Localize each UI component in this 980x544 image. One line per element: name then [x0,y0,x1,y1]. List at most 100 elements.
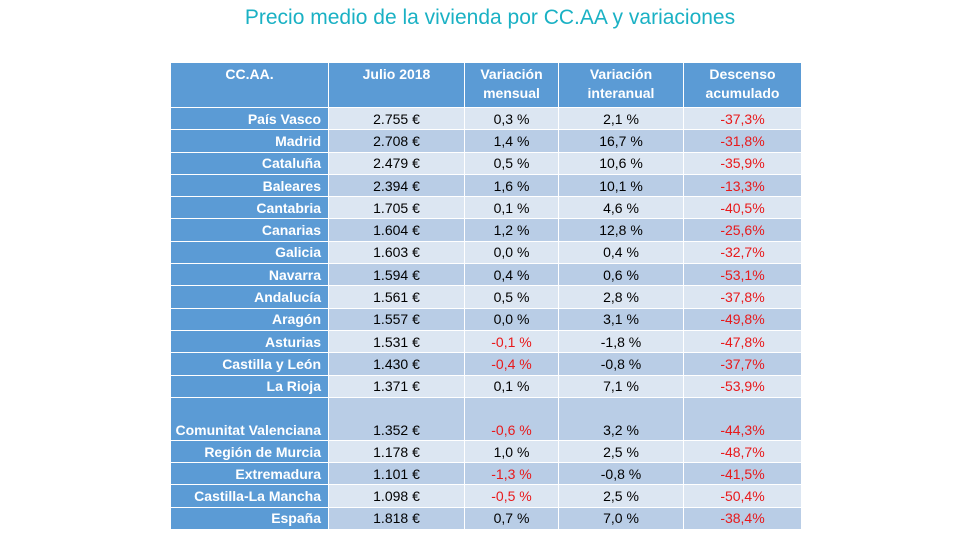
annual-variation-cell: 3,2 % [558,396,684,441]
price-cell: 1.603 € [328,240,465,265]
accumulated-drop-cell: -37,3% [683,106,802,131]
table-row: Galicia 1.603 € 0,0 % 0,4 % -32,7% [170,240,802,265]
monthly-variation-cell: 0,5 % [464,151,559,175]
accumulated-drop-cell: -31,8% [683,129,802,153]
header-ccaa: CC.AA. [170,62,329,108]
region-name: Baleares [170,173,329,198]
accumulated-drop-cell: -25,6% [683,218,802,242]
accumulated-drop-cell: -37,8% [683,285,802,309]
monthly-variation-cell: 0,0 % [464,240,559,265]
price-cell: 1.371 € [328,374,465,398]
region-name: Cataluña [170,151,329,175]
accumulated-drop-cell: -47,8% [683,329,802,354]
region-name: Aragón [170,307,329,331]
region-name: Andalucía [170,285,329,309]
monthly-variation-cell: 1,2 % [464,218,559,242]
housing-price-table: CC.AA. Julio 2018 Variación mensual Vari… [170,62,802,531]
annual-variation-cell: 12,8 % [558,218,684,242]
price-cell: 1.594 € [328,263,465,287]
table-row: Madrid 2.708 € 1,4 % 16,7 % -31,8% [170,129,802,153]
region-name: Castilla-La Mancha [170,484,329,508]
table-row: Canarias 1.604 € 1,2 % 12,8 % -25,6% [170,218,802,242]
table-row: Cantabria 1.705 € 0,1 % 4,6 % -40,5% [170,196,802,220]
monthly-variation-cell: 0,1 % [464,374,559,398]
price-cell: 1.430 € [328,352,465,376]
region-name: Extremadura [170,462,329,486]
table-row: La Rioja 1.371 € 0,1 % 7,1 % -53,9% [170,374,802,398]
annual-variation-cell: 10,6 % [558,151,684,175]
table-row: Castilla y León 1.430 € -0,4 % -0,8 % -3… [170,352,802,376]
region-name: Castilla y León [170,352,329,376]
monthly-variation-cell: -0,4 % [464,352,559,376]
region-name: Canarias [170,218,329,242]
price-cell: 1.705 € [328,196,465,220]
annual-variation-cell: 7,1 % [558,374,684,398]
table-row: Andalucía 1.561 € 0,5 % 2,8 % -37,8% [170,285,802,309]
accumulated-drop-cell: -35,9% [683,151,802,175]
table-row: País Vasco 2.755 € 0,3 % 2,1 % -37,3% [170,106,802,131]
table-header-row: CC.AA. Julio 2018 Variación mensual Vari… [170,62,802,108]
table-row: Cataluña 2.479 € 0,5 % 10,6 % -35,9% [170,151,802,175]
region-name: Cantabria [170,196,329,220]
table-row: Comunitat Valenciana 1.352 € -0,6 % 3,2 … [170,396,802,441]
region-name: Asturias [170,329,329,354]
accumulated-drop-cell: -53,1% [683,263,802,287]
region-name: Galicia [170,240,329,265]
price-cell: 1.557 € [328,307,465,331]
annual-variation-cell: 2,1 % [558,106,684,131]
monthly-variation-cell: 0,3 % [464,106,559,131]
price-cell: 2.394 € [328,173,465,198]
price-cell: 1.352 € [328,396,465,441]
annual-variation-cell: 2,5 % [558,439,684,464]
price-cell: 1.098 € [328,484,465,508]
annual-variation-cell: 10,1 % [558,173,684,198]
price-cell: 1.561 € [328,285,465,309]
annual-variation-cell: 0,6 % [558,263,684,287]
header-variacion-interanual: Variación interanual [558,62,684,108]
accumulated-drop-cell: -41,5% [683,462,802,486]
table-row-total: España 1.818 € 0,7 % 7,0 % -38,4% [170,506,802,531]
region-name: Navarra [170,263,329,287]
accumulated-drop-cell: -50,4% [683,484,802,508]
monthly-variation-cell: 0,1 % [464,196,559,220]
table-row: Castilla-La Mancha 1.098 € -0,5 % 2,5 % … [170,484,802,508]
annual-variation-cell: 16,7 % [558,129,684,153]
price-cell: 2.479 € [328,151,465,175]
page-title: Precio medio de la vivienda por CC.AA y … [244,6,736,29]
accumulated-drop-cell: -44,3% [683,396,802,441]
monthly-variation-cell: 1,6 % [464,173,559,198]
annual-variation-cell: 4,6 % [558,196,684,220]
annual-variation-cell: 7,0 % [558,506,684,531]
accumulated-drop-cell: -38,4% [683,506,802,531]
table-row: Extremadura 1.101 € -1,3 % -0,8 % -41,5% [170,462,802,486]
price-cell: 2.708 € [328,129,465,153]
monthly-variation-cell: 0,4 % [464,263,559,287]
monthly-variation-cell: -1,3 % [464,462,559,486]
monthly-variation-cell: 0,0 % [464,307,559,331]
accumulated-drop-cell: -40,5% [683,196,802,220]
region-name: País Vasco [170,106,329,131]
annual-variation-cell: 2,8 % [558,285,684,309]
accumulated-drop-cell: -48,7% [683,439,802,464]
monthly-variation-cell: -0,5 % [464,484,559,508]
header-descenso-acumulado: Descenso acumulado [683,62,802,108]
accumulated-drop-cell: -53,9% [683,374,802,398]
region-name: La Rioja [170,374,329,398]
monthly-variation-cell: 0,7 % [464,506,559,531]
region-name: España [170,506,329,531]
price-cell: 1.178 € [328,439,465,464]
accumulated-drop-cell: -37,7% [683,352,802,376]
accumulated-drop-cell: -13,3% [683,173,802,198]
annual-variation-cell: 0,4 % [558,240,684,265]
monthly-variation-cell: 1,0 % [464,439,559,464]
price-cell: 1.604 € [328,218,465,242]
table-row: Región de Murcia 1.178 € 1,0 % 2,5 % -48… [170,439,802,464]
monthly-variation-cell: 0,5 % [464,285,559,309]
annual-variation-cell: -0,8 % [558,352,684,376]
price-cell: 1.101 € [328,462,465,486]
monthly-variation-cell: -0,1 % [464,329,559,354]
table-row: Aragón 1.557 € 0,0 % 3,1 % -49,8% [170,307,802,331]
price-cell: 2.755 € [328,106,465,131]
annual-variation-cell: 3,1 % [558,307,684,331]
annual-variation-cell: -1,8 % [558,329,684,354]
